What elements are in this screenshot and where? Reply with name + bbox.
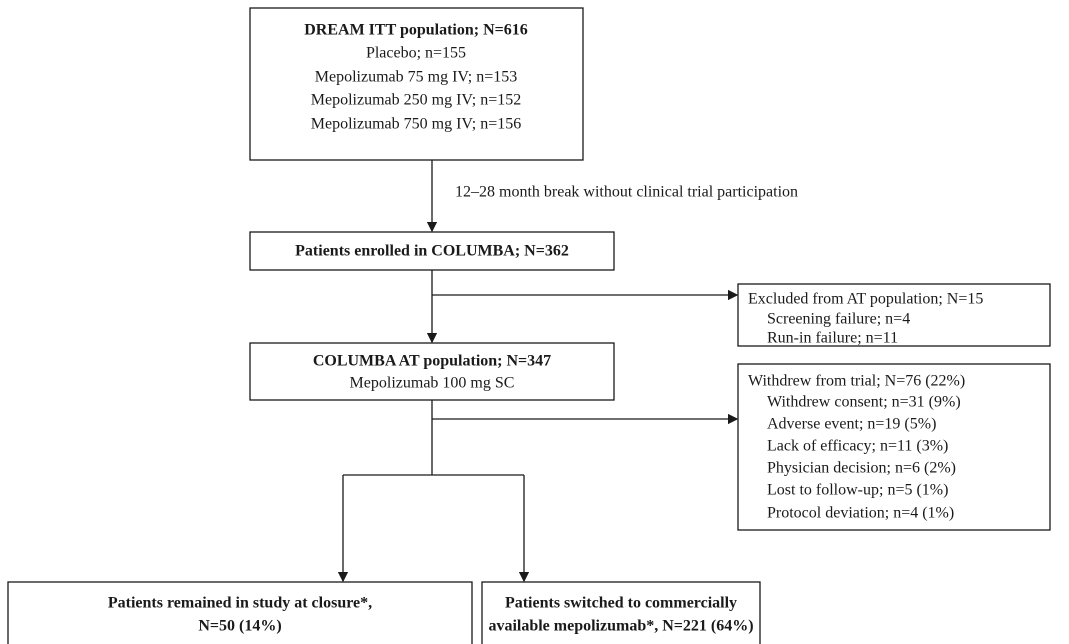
- node-withdrew: Withdrew from trial; N=76 (22%) Withdrew…: [737, 363, 1051, 531]
- node-line: Mepolizumab 750 mg IV; n=156: [311, 116, 521, 133]
- node-line: Run-in failure; n=11: [767, 330, 898, 347]
- node-line: Mepolizumab 250 mg IV; n=152: [311, 92, 521, 109]
- node-line: Protocol deviation; n=4 (1%): [767, 505, 954, 522]
- node-line: Mepolizumab 75 mg IV; n=153: [315, 69, 517, 86]
- node-line: Adverse event; n=19 (5%): [767, 416, 936, 433]
- edge-label: 12–28 month break without clinical trial…: [455, 184, 798, 201]
- node-enrolled: Patients enrolled in COLUMBA; N=362: [249, 231, 615, 271]
- node-line: Physician decision; n=6 (2%): [767, 460, 956, 477]
- node-title: Withdrew from trial; N=76 (22%): [748, 373, 965, 390]
- node-line: N=50 (14%): [198, 618, 281, 635]
- node-line: Lost to follow-up; n=5 (1%): [767, 482, 948, 499]
- node-remained: Patients remained in study at closure*, …: [7, 581, 473, 644]
- node-line: Lack of efficacy; n=11 (3%): [767, 438, 948, 455]
- node-excluded: Excluded from AT population; N=15 Screen…: [737, 283, 1051, 347]
- node-title: Patients enrolled in COLUMBA; N=362: [295, 243, 569, 260]
- node-line: Screening failure; n=4: [767, 311, 910, 328]
- node-switched: Patients switched to commercially availa…: [481, 581, 761, 644]
- node-line: Mepolizumab 100 mg SC: [350, 375, 515, 392]
- node-line: Patients remained in study at closure*,: [108, 595, 372, 612]
- node-title: COLUMBA AT population; N=347: [313, 353, 551, 370]
- connectors: [337, 160, 739, 583]
- node-at-population: COLUMBA AT population; N=347 Mepolizumab…: [249, 342, 615, 401]
- node-line: Patients switched to commercially: [505, 595, 737, 612]
- node-title: Excluded from AT population; N=15: [748, 291, 983, 308]
- node-line: available mepolizumab*, N=221 (64%): [488, 618, 753, 635]
- node-line: Withdrew consent; n=31 (9%): [767, 394, 961, 411]
- node-dream: DREAM ITT population; N=616 Placebo; n=1…: [249, 7, 584, 161]
- node-line: Placebo; n=155: [366, 45, 466, 62]
- node-title: DREAM ITT population; N=616: [304, 22, 528, 39]
